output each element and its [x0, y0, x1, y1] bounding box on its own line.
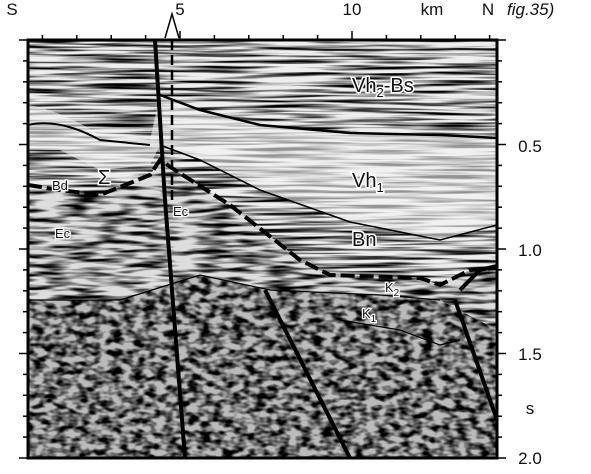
km-label: 5 [175, 0, 184, 19]
horizon-label: Vh2-Bs [352, 75, 414, 100]
north-label: N [482, 0, 494, 19]
unit-label: K2 [385, 280, 400, 299]
time-label: 1.5 [518, 345, 542, 364]
time-label: 2.0 [518, 449, 542, 468]
km-label: 10 [343, 0, 362, 19]
south-label: S [6, 0, 17, 19]
tick-marks [19, 31, 506, 459]
figure-caption: fig.35) [507, 0, 554, 19]
time-unit: s [526, 399, 535, 418]
well-marker [164, 11, 180, 39]
horizon-label: Bd [52, 178, 68, 193]
horizon-label: Bn [352, 229, 376, 251]
seismic-section [28, 40, 497, 458]
time-label: 0.5 [518, 137, 542, 156]
horizon-label: Σ [98, 167, 110, 189]
unit-label: Ec [173, 204, 189, 219]
faults [153, 40, 497, 458]
time-label: 1.0 [518, 241, 542, 260]
unit-label: Ec [55, 226, 71, 241]
horizon-label: Vh1 [352, 170, 384, 195]
unit-label: K1 [362, 306, 377, 325]
km-unit: km [421, 0, 444, 19]
horizons [28, 93, 497, 346]
